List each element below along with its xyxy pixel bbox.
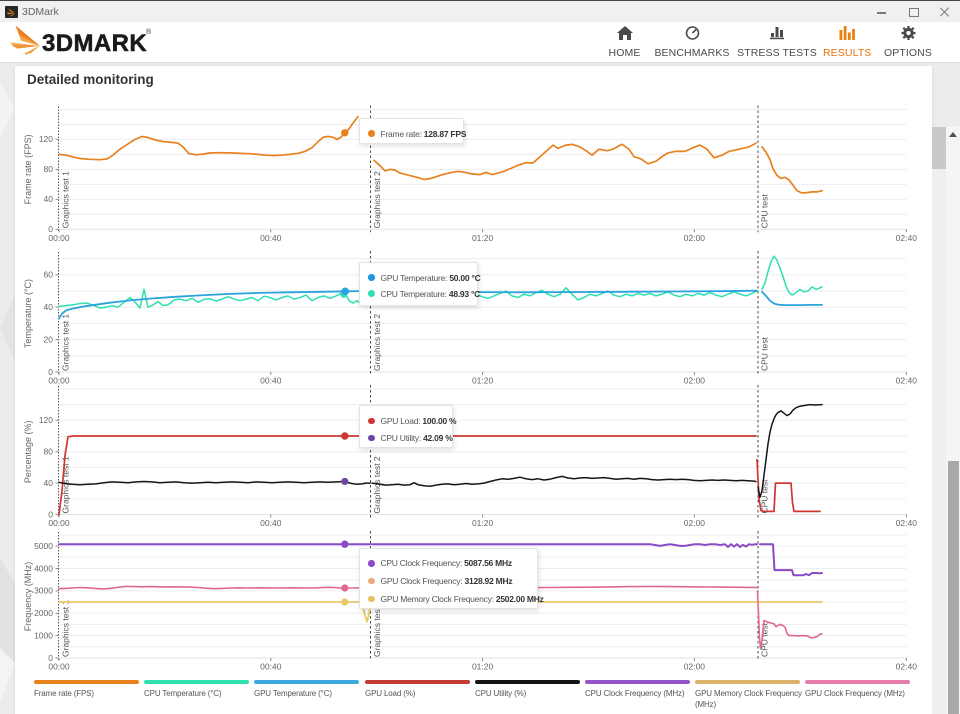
svg-text:®: ®: [146, 28, 152, 36]
svg-text:3DMARK: 3DMARK: [42, 30, 147, 57]
